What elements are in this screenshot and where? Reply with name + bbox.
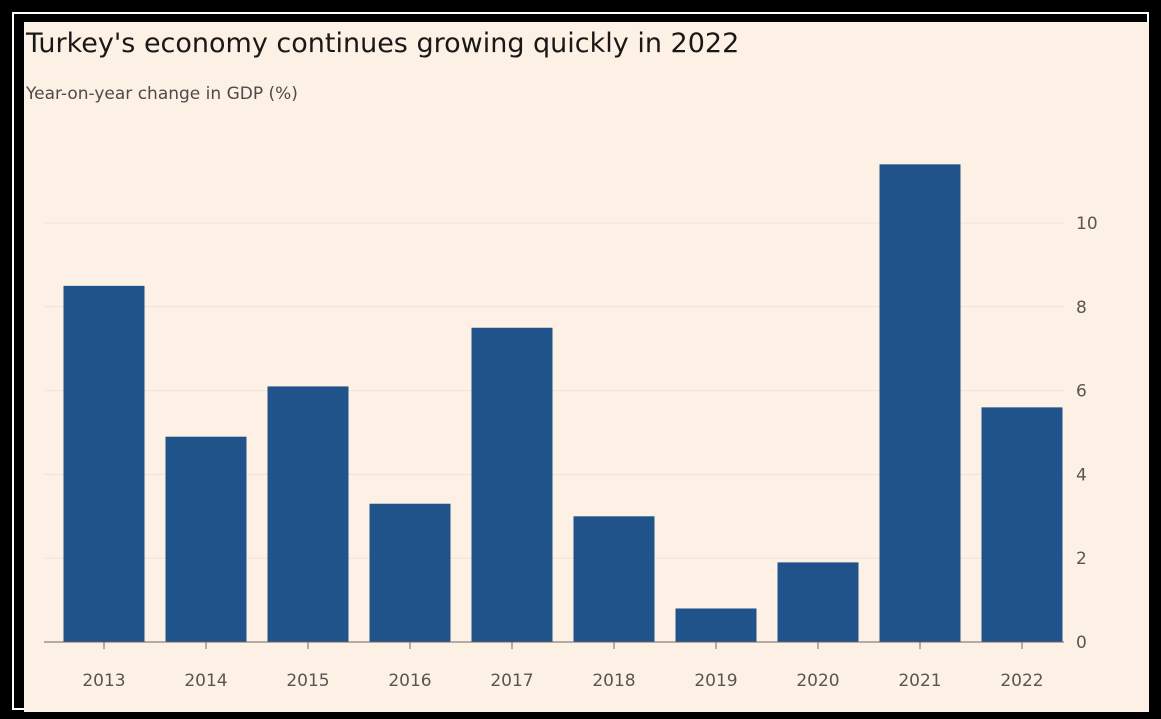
bar-2021 bbox=[880, 164, 961, 642]
bar-2020 bbox=[778, 562, 859, 642]
bar-2016 bbox=[370, 504, 451, 642]
bar-2022 bbox=[982, 407, 1063, 642]
y-tick-label: 6 bbox=[1076, 382, 1087, 402]
y-tick-label: 10 bbox=[1076, 214, 1098, 234]
bar-chart: 0 2 4 6 8 10 2013 2014 2015 2016 2017 2018 2019 2020… bbox=[24, 22, 1149, 712]
x-axis-ticks: 2013 2014 2015 2016 2017 2018 2019 2020 2021 2022 bbox=[82, 671, 1043, 691]
chart-panel: Turkey's economy continues growing quick… bbox=[24, 22, 1149, 712]
y-tick-label: 4 bbox=[1076, 465, 1087, 485]
y-tick-label: 0 bbox=[1076, 633, 1087, 653]
bars bbox=[64, 164, 1063, 642]
bar-2013 bbox=[64, 286, 145, 642]
x-tick-label: 2014 bbox=[184, 671, 227, 691]
x-tick-label: 2018 bbox=[592, 671, 635, 691]
y-axis-ticks: 0 2 4 6 8 10 bbox=[1076, 214, 1098, 653]
x-tick-label: 2013 bbox=[82, 671, 125, 691]
x-tick-label: 2020 bbox=[796, 671, 839, 691]
bar-2018 bbox=[574, 516, 655, 642]
x-tick-label: 2022 bbox=[1000, 671, 1043, 691]
x-axis bbox=[44, 642, 1064, 649]
bar-2015 bbox=[268, 386, 349, 642]
x-tick-label: 2021 bbox=[898, 671, 941, 691]
x-tick-label: 2019 bbox=[694, 671, 737, 691]
x-tick-label: 2015 bbox=[286, 671, 329, 691]
bar-2014 bbox=[166, 437, 247, 642]
y-tick-label: 8 bbox=[1076, 298, 1087, 318]
bar-2019 bbox=[676, 608, 757, 642]
bar-2017 bbox=[472, 328, 553, 642]
x-tick-label: 2017 bbox=[490, 671, 533, 691]
y-tick-label: 2 bbox=[1076, 549, 1087, 569]
x-tick-label: 2016 bbox=[388, 671, 431, 691]
